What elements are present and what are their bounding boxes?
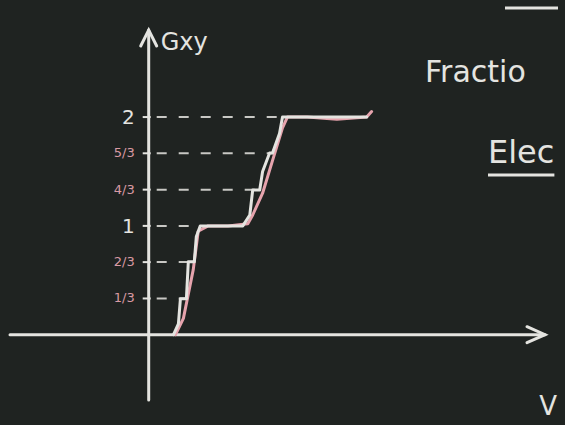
y-tick [143,189,151,191]
grid-line [157,116,288,118]
curve [174,117,367,335]
annotation: Elec [488,133,554,171]
x-axis-label: V [539,391,557,421]
x-arrow [527,327,545,343]
y-tick [143,152,151,154]
chalkboard: 1/3 2/3 1 4/3 5/3 2 Gxy V Fractio Elec [0,0,565,425]
y-tick-label: 2 [122,105,135,129]
grid-line [157,189,264,191]
grid-line [157,152,275,154]
y-axis-label: Gxy [161,28,208,56]
y-tick [143,116,151,118]
y-tick [143,297,151,299]
y-tick-label: 5/3 [114,145,135,160]
curve [176,112,372,335]
x-axis [10,333,545,336]
plot-area [174,112,372,335]
chalk-dash [505,7,558,10]
y-tick-label: 4/3 [114,182,135,197]
annotation: Fractio [425,54,526,89]
background [0,0,565,425]
y-tick-label: 1/3 [114,290,135,305]
y-tick [143,261,151,263]
y-tick [143,225,151,227]
y-tick-label: 2/3 [114,254,135,269]
y-arrow [141,30,157,46]
underline [488,174,554,177]
y-tick-label: 1 [122,214,135,238]
y-axis [147,30,150,400]
